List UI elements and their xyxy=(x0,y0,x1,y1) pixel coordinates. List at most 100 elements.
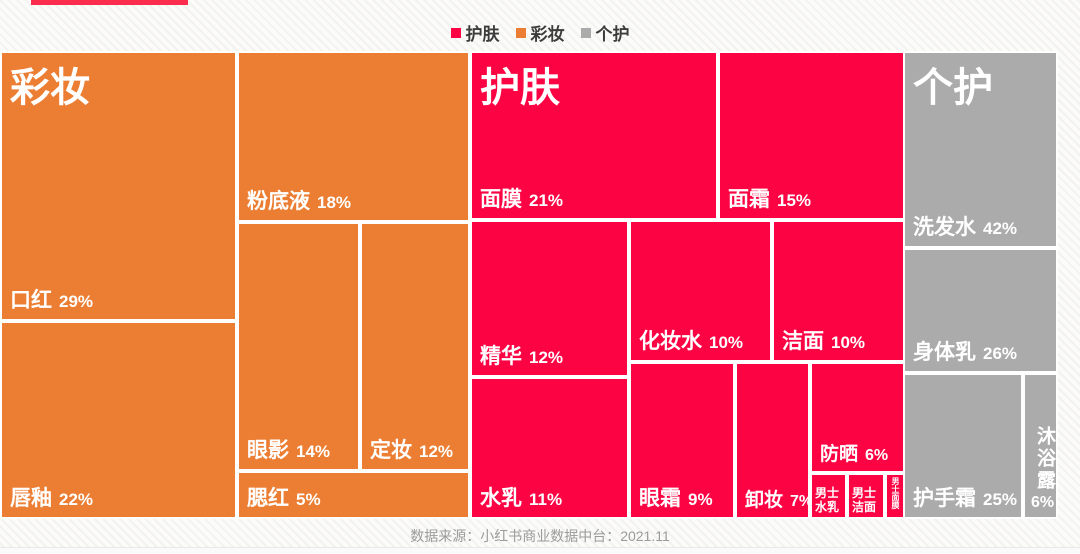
cell-name: 沐浴露 xyxy=(1034,426,1055,492)
cell-body-lotion: 身体乳 26% xyxy=(905,250,1056,371)
cell-name: 眼霜 xyxy=(639,487,681,510)
cell-label-mens-cleanser: 男士洁面 xyxy=(852,486,883,514)
cell-face-mask: 护肤 面膜 21% xyxy=(472,53,716,218)
cell-value: 21% xyxy=(529,191,564,210)
cell-value: 14% xyxy=(296,442,331,461)
cell-value: 42% xyxy=(983,219,1018,238)
cell-label-foundation: 粉底液 18% xyxy=(247,185,351,215)
legend-label-personal-care: 个护 xyxy=(595,25,630,44)
legend-item-makeup: 彩妆 xyxy=(515,20,565,45)
group-title-skincare: 护肤 xyxy=(480,66,560,110)
cell-value: 7% xyxy=(790,493,808,510)
cell-label-body-lotion: 身体乳 26% xyxy=(913,336,1017,366)
cell-essence: 精华 12% xyxy=(472,222,627,375)
cell-label-face-mask: 面膜 21% xyxy=(480,183,563,213)
cell-name: 洁面 xyxy=(782,330,824,353)
cell-name: 眼影 xyxy=(247,439,289,462)
cell-shower-gel: 沐浴露 6% xyxy=(1025,375,1056,517)
cell-label-lip-glaze: 唇釉 22% xyxy=(10,482,93,512)
cell-label-cleanser: 洁面 10% xyxy=(782,325,865,355)
cell-cleanser: 洁面 10% xyxy=(774,222,903,360)
cell-label-mens-mask: 男士面膜 xyxy=(890,477,901,515)
cell-value: 10% xyxy=(709,333,744,352)
cell-value: 11% xyxy=(529,490,563,509)
cell-name: 卸妆 xyxy=(745,490,784,511)
cell-makeup-remover: 卸妆 7% xyxy=(737,364,808,517)
cell-value: 12% xyxy=(529,348,564,367)
legend-label-makeup: 彩妆 xyxy=(530,25,565,44)
cell-name: 面霜 xyxy=(728,188,770,211)
cell-sunscreen: 防晒 6% xyxy=(812,364,903,471)
cell-name: 男士面膜 xyxy=(891,477,900,509)
cell-value: 22% xyxy=(59,490,94,509)
cell-hand-cream: 护手霜 25% xyxy=(905,375,1021,517)
cell-name: 身体乳 xyxy=(913,341,976,364)
group-title-makeup: 彩妆 xyxy=(10,66,90,110)
legend-label-skincare: 护肤 xyxy=(465,25,500,44)
cell-label-shower-gel: 沐浴露 6% xyxy=(1031,426,1056,512)
cell-value: 10% xyxy=(831,333,866,352)
cell-mens-cleanser: 男士洁面 xyxy=(849,475,883,517)
cell-name: 定妆 xyxy=(370,439,412,462)
cell-name: 口红 xyxy=(10,289,52,312)
cell-name: 化妆水 xyxy=(639,330,702,353)
cell-shampoo: 个护 洗发水 42% xyxy=(905,53,1056,246)
cell-toner: 化妆水 10% xyxy=(631,222,770,360)
cell-label-eye-cream: 眼霜 9% xyxy=(639,482,713,512)
cell-value: 6% xyxy=(1031,494,1055,511)
cell-name: 男士洁面 xyxy=(852,486,877,514)
cell-value: 15% xyxy=(777,191,812,210)
cell-name: 面膜 xyxy=(480,188,522,211)
page-top-red-bar xyxy=(31,0,188,5)
cell-water-emulsion: 水乳 11% xyxy=(472,379,627,517)
cell-label-hand-cream: 护手霜 25% xyxy=(913,482,1017,512)
cell-eye-cream: 眼霜 9% xyxy=(631,364,733,517)
cell-value: 26% xyxy=(983,344,1018,363)
cell-value: 6% xyxy=(865,447,889,464)
legend-swatch-personal-care-icon xyxy=(580,27,591,38)
legend-item-skincare: 护肤 xyxy=(450,20,500,45)
treemap-chart: 彩妆 口红 29% 唇釉 22% 粉底液 18% 眼影 14% 定妆 12% 腮… xyxy=(2,53,1056,517)
cell-name: 粉底液 xyxy=(247,190,310,213)
cell-face-cream: 面霜 15% xyxy=(720,53,903,218)
cell-mens-mask: 男士面膜 xyxy=(887,475,903,517)
cell-label-eyeshadow: 眼影 14% xyxy=(247,434,330,464)
cell-label-blush: 腮红 5% xyxy=(247,482,321,512)
cell-label-water-emulsion: 水乳 11% xyxy=(480,482,562,512)
cell-blush: 腮红 5% xyxy=(239,473,468,517)
cell-setting-powder: 定妆 12% xyxy=(362,224,468,469)
cell-label-makeup-remover: 卸妆 7% xyxy=(745,485,808,512)
cell-name: 洗发水 xyxy=(913,216,976,239)
cell-value: 12% xyxy=(419,442,454,461)
cell-name: 腮红 xyxy=(247,487,289,510)
cell-value: 18% xyxy=(317,193,352,212)
group-title-personal-care: 个护 xyxy=(913,66,993,110)
bottom-page-strip xyxy=(0,547,1080,554)
cell-name: 水乳 xyxy=(480,487,522,510)
chart-legend: 护肤 彩妆 个护 xyxy=(0,20,1080,45)
cell-label-sunscreen: 防晒 6% xyxy=(820,439,888,466)
cell-name: 防晒 xyxy=(820,444,859,465)
cell-name: 精华 xyxy=(480,345,522,368)
cell-value: 9% xyxy=(688,490,713,509)
legend-item-personal-care: 个护 xyxy=(580,20,630,45)
cell-name: 护手霜 xyxy=(913,487,976,510)
cell-lipstick: 彩妆 口红 29% xyxy=(2,53,235,319)
cell-name: 唇釉 xyxy=(10,487,52,510)
cell-value: 29% xyxy=(59,292,94,311)
cell-name: 男士水乳 xyxy=(815,486,840,514)
cell-lip-glaze: 唇釉 22% xyxy=(2,323,235,517)
cell-value: 5% xyxy=(296,490,321,509)
cell-value: 25% xyxy=(983,490,1018,509)
cell-label-setting-powder: 定妆 12% xyxy=(370,434,453,464)
cell-label-essence: 精华 12% xyxy=(480,340,563,370)
cell-mens-emulsion: 男士水乳 xyxy=(812,475,845,517)
legend-swatch-skincare-icon xyxy=(450,27,461,38)
cell-eyeshadow: 眼影 14% xyxy=(239,224,358,469)
cell-foundation: 粉底液 18% xyxy=(239,53,468,220)
cell-label-mens-emulsion: 男士水乳 xyxy=(815,486,845,514)
data-source-caption: 数据来源：小红书商业数据中台：2021.11 xyxy=(410,528,670,544)
cell-label-shampoo: 洗发水 42% xyxy=(913,211,1017,241)
legend-swatch-makeup-icon xyxy=(515,27,526,38)
